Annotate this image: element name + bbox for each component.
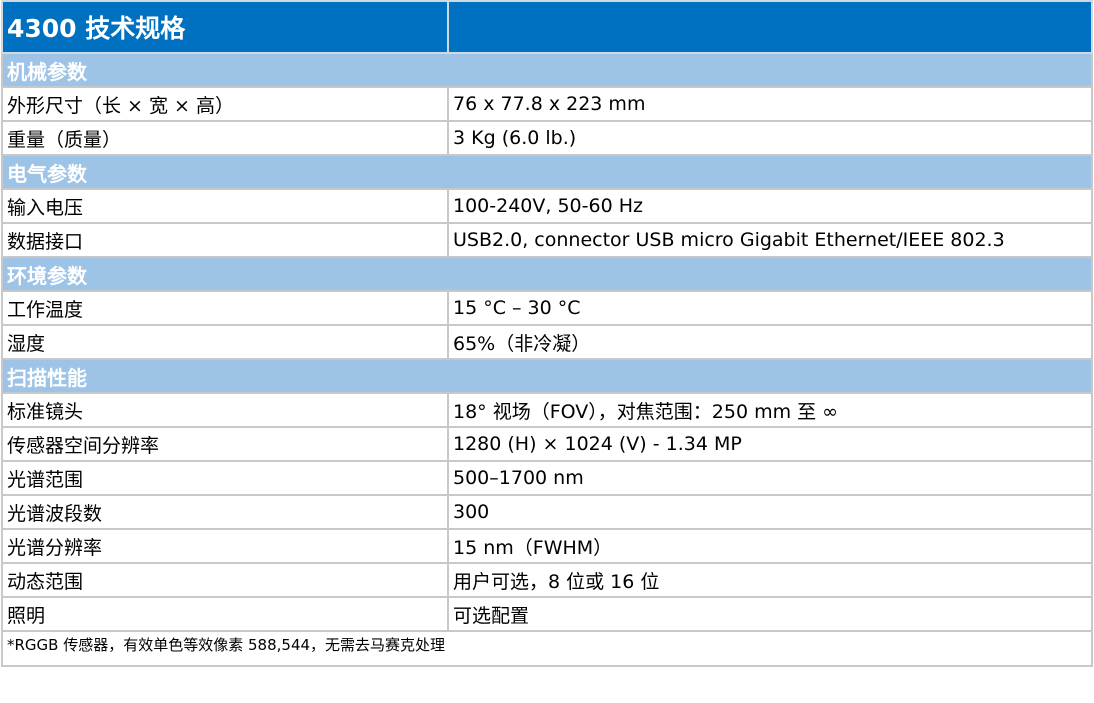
section-row: 环境参数 [1, 256, 1093, 292]
spec-value: USB2.0, connector USB micro Gigabit Ethe… [447, 222, 1093, 258]
spec-value: 300 [447, 494, 1093, 530]
section-title: 机械参数 [1, 52, 1093, 88]
section-row: 电气参数 [1, 154, 1093, 190]
spec-value: 15 °C – 30 °C [447, 290, 1093, 326]
spec-value: 65%（非冷凝） [447, 324, 1093, 360]
spec-row: 传感器空间分辨率 1280 (H) × 1024 (V) - 1.34 MP [1, 426, 1093, 462]
spec-label: 输入电压 [1, 188, 449, 224]
spec-label: 湿度 [1, 324, 449, 360]
footnote-row: *RGGB 传感器，有效单色等效像素 588,544，无需去马赛克处理 [1, 630, 1093, 667]
spec-label: 重量（质量） [1, 120, 449, 156]
header-title: 4300 技术规格 [1, 0, 449, 54]
section-title: 环境参数 [1, 256, 1093, 292]
spec-value: 1280 (H) × 1024 (V) - 1.34 MP [447, 426, 1093, 462]
spec-value: 3 Kg (6.0 lb.) [447, 120, 1093, 156]
spec-value: 500–1700 nm [447, 460, 1093, 496]
spec-row: 照明 可选配置 [1, 596, 1093, 632]
spec-label: 光谱波段数 [1, 494, 449, 530]
section-title: 扫描性能 [1, 358, 1093, 394]
spec-value: 76 x 77.8 x 223 mm [447, 86, 1093, 122]
spec-row: 湿度 65%（非冷凝） [1, 324, 1093, 360]
spec-label: 照明 [1, 596, 449, 632]
spec-label: 标准镜头 [1, 392, 449, 428]
spec-row: 重量（质量） 3 Kg (6.0 lb.) [1, 120, 1093, 156]
spec-row: 外形尺寸（长 × 宽 × 高） 76 x 77.8 x 223 mm [1, 86, 1093, 122]
spec-label: 动态范围 [1, 562, 449, 598]
header-row: 4300 技术规格 [1, 0, 1093, 54]
table-body: 4300 技术规格 机械参数 外形尺寸（长 × 宽 × 高） 76 x 77.8 x… [1, 0, 1093, 667]
spec-row: 工作温度 15 °C – 30 °C [1, 290, 1093, 326]
spec-row: 动态范围 用户可选，8 位或 16 位 [1, 562, 1093, 598]
section-title: 电气参数 [1, 154, 1093, 190]
header-cell [447, 0, 1093, 54]
section-row: 机械参数 [1, 52, 1093, 88]
spec-value: 15 nm（FWHM） [447, 528, 1093, 564]
spec-label: 光谱范围 [1, 460, 449, 496]
spec-label: 工作温度 [1, 290, 449, 326]
spec-label: 数据接口 [1, 222, 449, 258]
spec-row: 光谱波段数 300 [1, 494, 1093, 530]
spec-label: 传感器空间分辨率 [1, 426, 449, 462]
spec-value: 100-240V, 50-60 Hz [447, 188, 1093, 224]
spec-row: 光谱范围 500–1700 nm [1, 460, 1093, 496]
spec-label: 外形尺寸（长 × 宽 × 高） [1, 86, 449, 122]
spec-value: 可选配置 [447, 596, 1093, 632]
spec-row: 标准镜头 18° 视场（FOV），对焦范围：250 mm 至 ∞ [1, 392, 1093, 428]
footnote: *RGGB 传感器，有效单色等效像素 588,544，无需去马赛克处理 [1, 630, 1093, 667]
spec-label: 光谱分辨率 [1, 528, 449, 564]
spec-row: 光谱分辨率 15 nm（FWHM） [1, 528, 1093, 564]
spec-table: 4300 技术规格 机械参数 外形尺寸（长 × 宽 × 高） 76 x 77.8 x… [1, 0, 1093, 667]
spec-row: 数据接口 USB2.0, connector USB micro Gigabit … [1, 222, 1093, 258]
spec-value: 18° 视场（FOV），对焦范围：250 mm 至 ∞ [447, 392, 1093, 428]
section-row: 扫描性能 [1, 358, 1093, 394]
spec-row: 输入电压 100-240V, 50-60 Hz [1, 188, 1093, 224]
spec-value: 用户可选，8 位或 16 位 [447, 562, 1093, 598]
